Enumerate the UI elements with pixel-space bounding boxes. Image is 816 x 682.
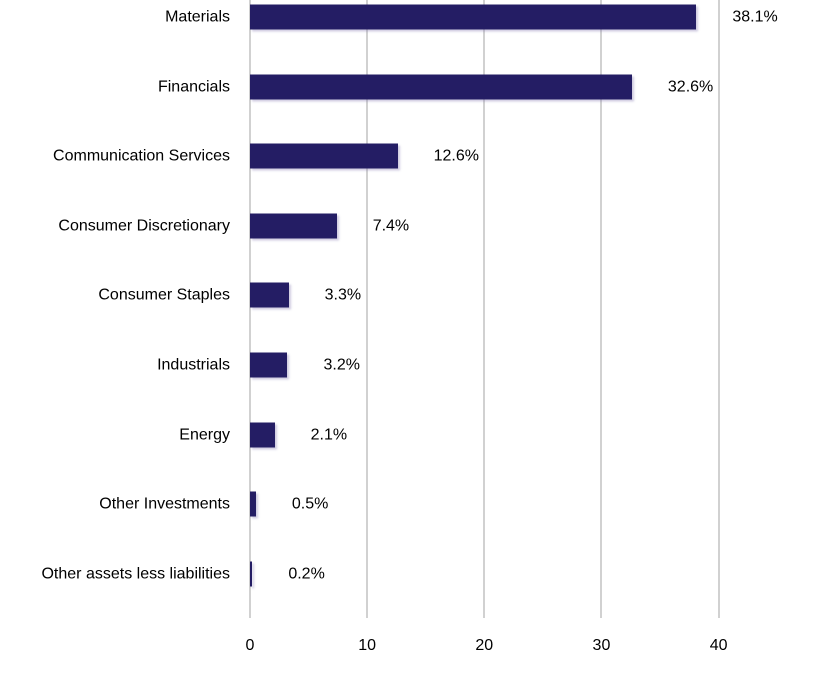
x-tick-label: 0 — [245, 637, 255, 654]
x-tick-label: 30 — [592, 637, 611, 654]
bar — [250, 282, 289, 308]
gridline-30 — [600, 0, 603, 618]
bar-area: 32.6% — [250, 74, 816, 100]
chart-row: Other assets less liabilities 0.2% — [0, 561, 816, 587]
chart-row: Consumer Staples 3.3% — [0, 282, 816, 308]
x-tick-label: 20 — [475, 637, 494, 654]
bar — [250, 143, 398, 169]
bar — [250, 422, 275, 448]
category-label: Communication Services — [53, 147, 230, 165]
value-label: 38.1% — [732, 8, 778, 26]
gridlines — [249, 0, 720, 618]
value-label: 32.6% — [667, 78, 714, 96]
bar-area: 3.2% — [250, 352, 816, 378]
chart-row: Consumer Discretionary 7.4% — [0, 213, 816, 239]
gridline-40 — [717, 0, 720, 618]
value-label: 2.1% — [310, 426, 348, 444]
bar — [250, 4, 697, 30]
x-tick-label: 40 — [709, 637, 728, 654]
bar-area: 0.5% — [250, 491, 816, 517]
chart-row: Industrials 3.2% — [0, 352, 816, 378]
gridline-20 — [483, 0, 486, 618]
gridline-10 — [366, 0, 369, 618]
bar-area: 3.3% — [250, 282, 816, 308]
category-label: Financials — [157, 78, 230, 96]
value-label: 12.6% — [433, 147, 479, 165]
category-label: Industrials — [157, 356, 230, 374]
category-label: Consumer Discretionary — [58, 217, 230, 235]
value-label: 3.2% — [323, 356, 360, 374]
x-tick-label: 10 — [358, 637, 377, 654]
x-axis: 0 10 20 30 40 — [0, 636, 816, 658]
category-label: Consumer Staples — [98, 286, 230, 304]
category-label: Other assets less liabilities — [41, 565, 230, 583]
category-label: Materials — [165, 8, 230, 26]
chart-row: Other Investments 0.5% — [0, 491, 816, 517]
bar — [250, 491, 256, 517]
bar-area: 12.6% — [250, 143, 816, 169]
chart-row: Energy 2.1% — [0, 422, 816, 448]
bar — [250, 352, 288, 378]
bar — [250, 561, 253, 587]
chart-row: Materials 38.1% — [0, 4, 816, 30]
bar-area: 38.1% — [250, 4, 816, 30]
chart-row: Financials 32.6% — [0, 74, 816, 100]
bar — [250, 74, 632, 100]
bar-area: 0.2% — [250, 561, 816, 587]
value-label: 0.5% — [291, 495, 329, 513]
category-label: Energy — [179, 426, 230, 444]
value-label: 7.4% — [372, 217, 410, 235]
value-label: 3.3% — [324, 286, 362, 304]
value-label: 0.2% — [288, 565, 325, 583]
bar — [250, 213, 337, 239]
bar-area: 2.1% — [250, 422, 816, 448]
chart-row: Communication Services 12.6% — [0, 143, 816, 169]
bar-area: 7.4% — [250, 213, 816, 239]
category-label: Other Investments — [99, 495, 230, 513]
gridline-0 — [249, 0, 251, 618]
